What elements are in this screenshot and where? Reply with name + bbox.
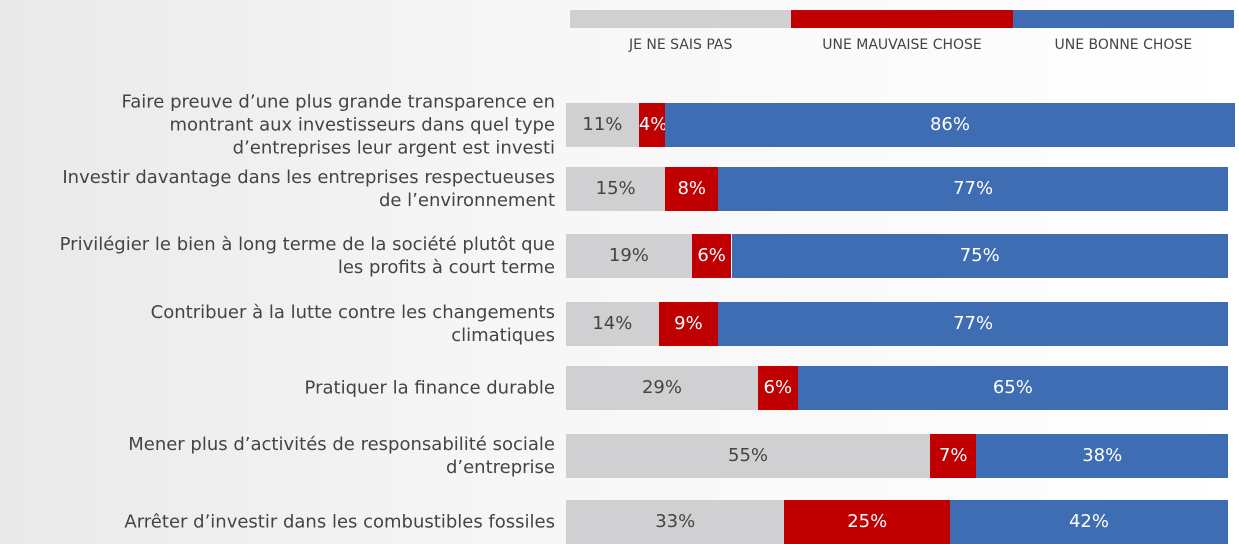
value-label: 75% (959, 245, 1000, 266)
legend-swatch (570, 10, 792, 28)
bar-segment (976, 434, 1228, 478)
value-label: 29% (641, 377, 682, 398)
legend-label: UNE MAUVAISE CHOSE (822, 37, 982, 53)
value-label: 65% (992, 377, 1033, 398)
bar-segment (566, 103, 639, 147)
value-label: 11% (582, 114, 623, 135)
value-label: 14% (592, 313, 633, 334)
bar-segment (797, 366, 1228, 410)
bar-segment (784, 500, 950, 544)
value-label: 6% (697, 245, 726, 266)
bar-segment (658, 302, 719, 346)
bar-segment (566, 366, 758, 410)
value-label: 77% (953, 313, 994, 334)
bar-segment (566, 434, 931, 478)
bar-segment (731, 234, 1228, 278)
value-label: 38% (1082, 445, 1123, 466)
bar-segment (566, 167, 666, 211)
bar-segment (566, 302, 659, 346)
category-label: Faire preuve d’une plus grande transpare… (121, 91, 555, 159)
bar-segment (949, 500, 1228, 544)
bar-segment (757, 366, 798, 410)
bar-segment (665, 167, 719, 211)
legend-label: JE NE SAIS PAS (628, 37, 733, 53)
bar-segment (930, 434, 977, 478)
bar-segment (718, 167, 1228, 211)
bar-segment (691, 234, 732, 278)
legend-label: UNE BONNE CHOSE (1054, 37, 1193, 53)
value-label: 33% (655, 511, 696, 532)
value-label: 42% (1068, 511, 1109, 532)
bar-segment (718, 302, 1228, 346)
category-label: Privilégier le bien à long terme de la s… (59, 234, 555, 278)
value-label: 9% (674, 313, 703, 334)
category-label: Pratiquer la finance durable (304, 377, 555, 399)
legend-swatch (1012, 10, 1234, 28)
bar-segment (665, 103, 1235, 147)
category-label: Mener plus d’activités de responsabilité… (128, 434, 555, 478)
category-label: Contribuer à la lutte contre les changem… (150, 302, 555, 346)
value-label: 15% (595, 178, 636, 199)
legend-swatch (791, 10, 1013, 28)
bar-segment (566, 234, 692, 278)
value-label: 77% (953, 178, 994, 199)
value-label: 19% (608, 245, 649, 266)
value-label: 86% (929, 114, 970, 135)
category-label: Arrêter d’investir dans les combustibles… (124, 511, 555, 533)
category-label: Investir davantage dans les entreprises … (62, 167, 555, 211)
value-label: 4% (638, 114, 668, 135)
bar-segment (638, 103, 666, 147)
value-label: 8% (677, 178, 707, 199)
value-label: 6% (763, 377, 793, 398)
value-label: 7% (938, 445, 968, 466)
value-label: 25% (847, 511, 888, 532)
bar-segment (566, 500, 785, 544)
value-label: 55% (728, 445, 769, 466)
